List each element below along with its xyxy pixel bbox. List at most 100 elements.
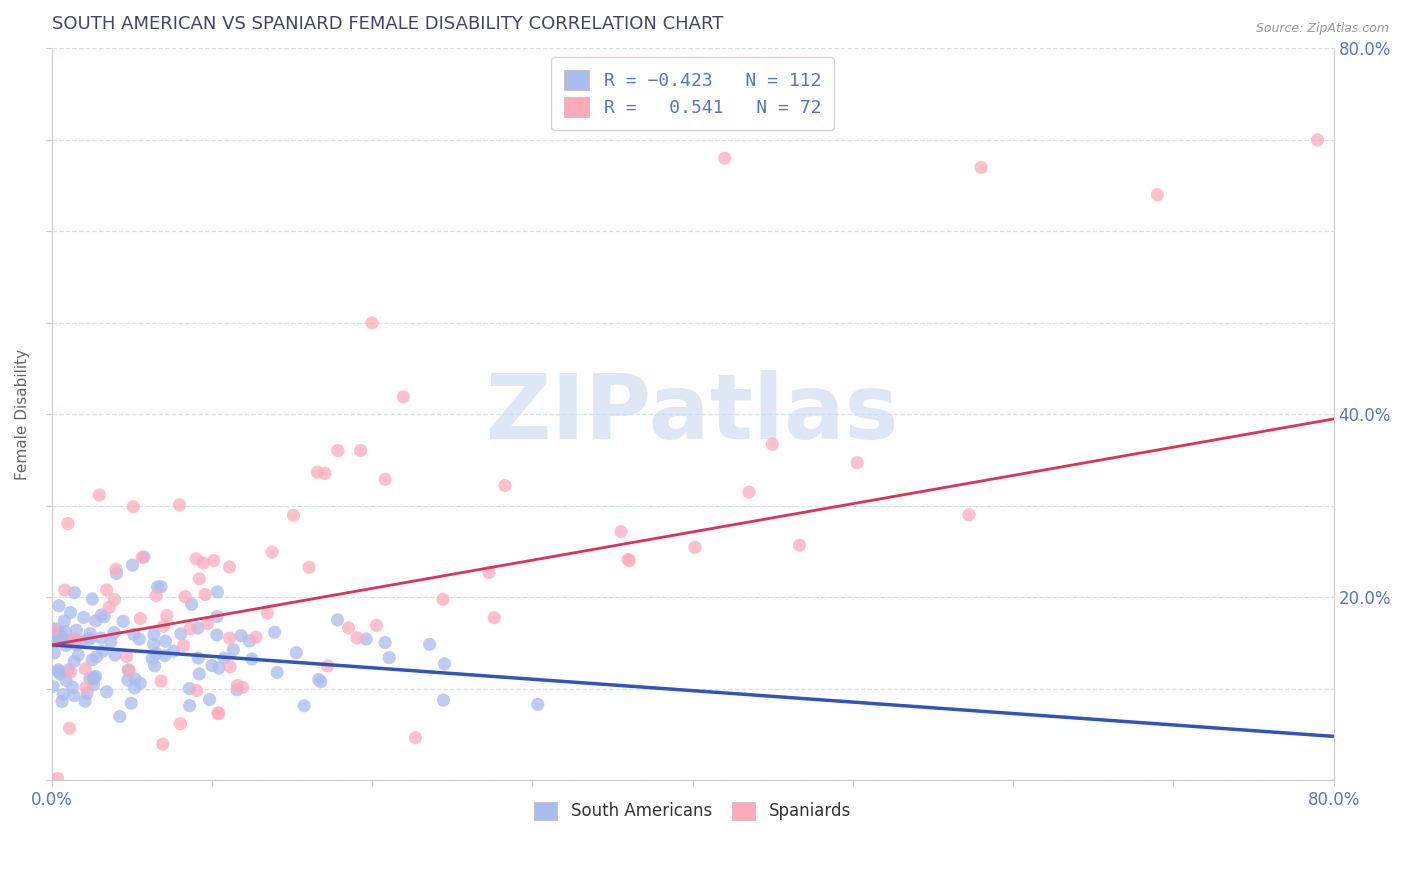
Point <box>738 485 761 500</box>
Point <box>212 651 235 665</box>
Y-axis label: Female Disability: Female Disability <box>15 349 30 480</box>
Point <box>121 558 143 572</box>
Point <box>115 649 138 664</box>
Point <box>75 662 97 676</box>
Point <box>63 585 86 599</box>
Point <box>42 623 65 637</box>
Point <box>62 680 84 694</box>
Legend: South Americans, Spaniards: South Americans, Spaniards <box>527 795 858 827</box>
Point <box>84 669 107 683</box>
Point <box>82 672 104 686</box>
Point <box>45 628 67 642</box>
Point <box>188 666 211 681</box>
Point <box>82 592 104 607</box>
Point <box>122 627 145 641</box>
Point <box>218 560 240 574</box>
Point <box>48 599 70 613</box>
Point <box>103 592 125 607</box>
Point <box>103 625 125 640</box>
Point <box>186 552 208 566</box>
Point <box>76 686 98 700</box>
Point <box>122 500 145 514</box>
Point <box>129 676 152 690</box>
Point <box>285 646 308 660</box>
Point <box>713 151 735 165</box>
Point <box>180 598 202 612</box>
Point <box>45 629 67 643</box>
Point <box>44 646 66 660</box>
Point <box>346 631 368 645</box>
Point <box>83 670 105 684</box>
Point <box>152 737 174 751</box>
Point <box>374 472 396 486</box>
Point <box>59 665 82 679</box>
Point <box>186 683 208 698</box>
Point <box>63 689 86 703</box>
Point <box>354 632 377 646</box>
Point <box>82 653 104 667</box>
Point <box>65 638 87 652</box>
Point <box>142 637 165 651</box>
Point <box>59 636 82 650</box>
Point <box>316 659 339 673</box>
Point <box>91 644 114 658</box>
Point <box>349 443 371 458</box>
Point <box>108 709 131 723</box>
Point <box>207 585 229 599</box>
Point <box>789 538 811 552</box>
Point <box>79 632 101 646</box>
Point <box>198 692 221 706</box>
Point <box>152 619 174 633</box>
Point <box>1146 187 1168 202</box>
Point <box>179 681 201 696</box>
Point <box>117 673 139 688</box>
Point <box>52 688 75 702</box>
Point <box>222 642 245 657</box>
Point <box>129 611 152 625</box>
Point <box>90 631 112 645</box>
Point <box>75 681 97 695</box>
Point <box>117 663 139 677</box>
Point <box>256 606 278 620</box>
Point <box>150 580 173 594</box>
Point <box>208 706 231 721</box>
Point <box>79 672 101 686</box>
Point <box>96 685 118 699</box>
Point <box>46 663 69 677</box>
Point <box>207 706 229 720</box>
Point <box>49 625 72 640</box>
Point <box>169 716 191 731</box>
Point <box>187 651 209 665</box>
Point <box>44 634 66 648</box>
Point <box>229 629 252 643</box>
Point <box>298 560 321 574</box>
Point <box>42 628 65 642</box>
Point <box>263 625 285 640</box>
Point <box>98 600 121 615</box>
Point <box>484 610 506 624</box>
Point <box>957 508 980 522</box>
Point <box>84 614 107 628</box>
Point <box>128 632 150 647</box>
Point <box>366 618 388 632</box>
Point <box>432 693 454 707</box>
Point <box>42 680 65 694</box>
Point <box>124 681 146 695</box>
Point <box>392 390 415 404</box>
Point <box>124 672 146 686</box>
Point <box>150 674 173 689</box>
Point <box>337 621 360 635</box>
Point <box>262 545 284 559</box>
Point <box>118 663 141 677</box>
Point <box>202 553 225 567</box>
Text: Source: ZipAtlas.com: Source: ZipAtlas.com <box>1256 22 1389 36</box>
Point <box>283 508 305 523</box>
Point <box>53 624 76 639</box>
Point <box>432 592 454 607</box>
Point <box>56 516 79 531</box>
Point <box>194 587 217 601</box>
Point <box>179 698 201 713</box>
Point <box>58 633 80 648</box>
Point <box>494 478 516 492</box>
Point <box>226 678 249 692</box>
